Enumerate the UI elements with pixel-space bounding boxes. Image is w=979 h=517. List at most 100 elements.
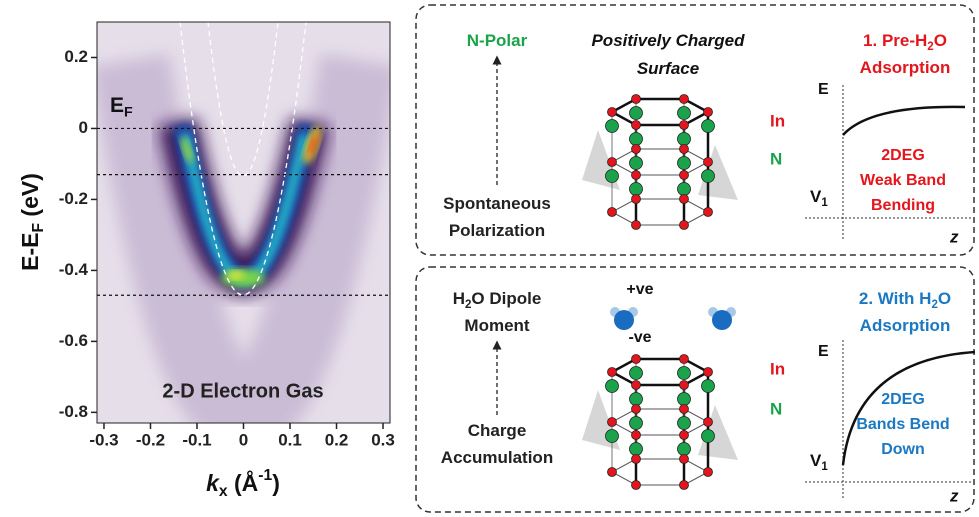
atom-n [678, 182, 691, 195]
text-segment: Charge [468, 421, 527, 440]
atom-in [632, 355, 641, 364]
atom-n [702, 170, 715, 183]
atom-in [704, 158, 713, 167]
x-tick-label: -0.1 [182, 430, 211, 449]
atom-n [702, 430, 715, 443]
atom-in [680, 220, 689, 229]
rich-text: Charge [468, 421, 527, 440]
x-tick-label: -0.3 [89, 430, 118, 449]
text-segment: V [810, 187, 822, 206]
crystal-structure [582, 355, 738, 490]
text-segment: 2. With H [859, 289, 932, 308]
x-axis-label: kx (Å-1) [206, 467, 280, 500]
rich-text: Surface [637, 59, 699, 78]
text-segment: Spontaneous [443, 194, 551, 213]
rich-text: Down [881, 441, 925, 458]
atom-label: In [770, 111, 785, 130]
y-tick-label: -0.4 [59, 260, 89, 279]
atom-in [680, 170, 689, 179]
text-segment: F [124, 104, 133, 120]
text-segment: E [110, 94, 124, 117]
atom-in [704, 368, 713, 377]
atom-n [678, 157, 691, 170]
text-segment: (eV) [17, 173, 43, 223]
atom-in [632, 430, 641, 439]
text-segment: Adsorption [860, 316, 951, 335]
charge-label: +ve [626, 281, 653, 298]
x-tick-label: 0.3 [371, 430, 395, 449]
atom-n [678, 367, 691, 380]
atom-in [680, 455, 689, 464]
text-segment: V [810, 451, 822, 470]
hex-edge [612, 359, 708, 385]
atom-in [608, 468, 617, 477]
atom-in [680, 355, 689, 364]
atom-in [632, 455, 641, 464]
text-segment: Moment [464, 316, 530, 335]
text-segment: H [453, 289, 465, 308]
rich-text: H2O Dipole [453, 289, 542, 311]
y-tick-label: 0 [79, 118, 88, 137]
atom-n [630, 367, 643, 380]
atom-in [632, 480, 641, 489]
atom-n [678, 107, 691, 120]
text-segment: F [30, 223, 47, 233]
atom-n [630, 157, 643, 170]
atom-n [630, 132, 643, 145]
rich-text: Adsorption [860, 58, 951, 77]
hex-edge [612, 99, 708, 125]
atom-in [632, 380, 641, 389]
axis-z: z [949, 227, 959, 246]
rich-text: Accumulation [441, 448, 553, 467]
rich-text: Spontaneous [443, 194, 551, 213]
x-tick-label: -0.2 [136, 430, 165, 449]
atom-n [630, 442, 643, 455]
atom-in [680, 430, 689, 439]
text-segment: O [938, 289, 951, 308]
atom-label: N [770, 399, 782, 418]
text-segment: x [219, 483, 228, 500]
atom-n [678, 442, 691, 455]
x-tick-label: 0.1 [278, 430, 302, 449]
atom-n [678, 392, 691, 405]
text-segment: 2DEG [881, 147, 925, 164]
atom-in [632, 170, 641, 179]
text-segment: Bands Bend [856, 416, 949, 433]
hex-edge [612, 459, 708, 485]
annotation: 2-D Electron Gas [162, 380, 323, 402]
axis-v: V1 [810, 451, 828, 473]
text-segment: Accumulation [441, 448, 553, 467]
text-segment: O Dipole [471, 289, 541, 308]
rich-text: Weak Band [860, 172, 946, 189]
atom-in [632, 95, 641, 104]
rich-text: Polarization [449, 221, 545, 240]
y-tick-label: 0.2 [64, 47, 88, 66]
axis-e: E [818, 81, 829, 98]
atom-in [608, 108, 617, 117]
rich-text: N-Polar [467, 31, 528, 50]
atom-in [632, 145, 641, 154]
atom-in [704, 108, 713, 117]
rich-text: Positively Charged [591, 31, 745, 50]
y-tick-label: -0.8 [59, 402, 88, 421]
atom-in [680, 380, 689, 389]
text-segment: Polarization [449, 221, 545, 240]
text-segment: 1 [821, 461, 828, 473]
y-axis-label: E-EF (eV) [17, 173, 47, 271]
atom-in [608, 368, 617, 377]
text-segment: Weak Band [860, 172, 946, 189]
text-segment: Surface [637, 59, 699, 78]
atom-in [704, 208, 713, 217]
atom-n [630, 107, 643, 120]
atom-n [678, 132, 691, 145]
oxygen [712, 310, 732, 330]
atom-in [704, 468, 713, 477]
rich-text: Bending [871, 197, 935, 214]
text-segment: 1. Pre-H [863, 31, 927, 50]
axis-v: V1 [810, 187, 828, 209]
atom-n [678, 417, 691, 430]
y-tick-label: -0.6 [59, 331, 88, 350]
atom-in [608, 208, 617, 217]
axis-z: z [949, 486, 959, 505]
atom-n [702, 120, 715, 133]
